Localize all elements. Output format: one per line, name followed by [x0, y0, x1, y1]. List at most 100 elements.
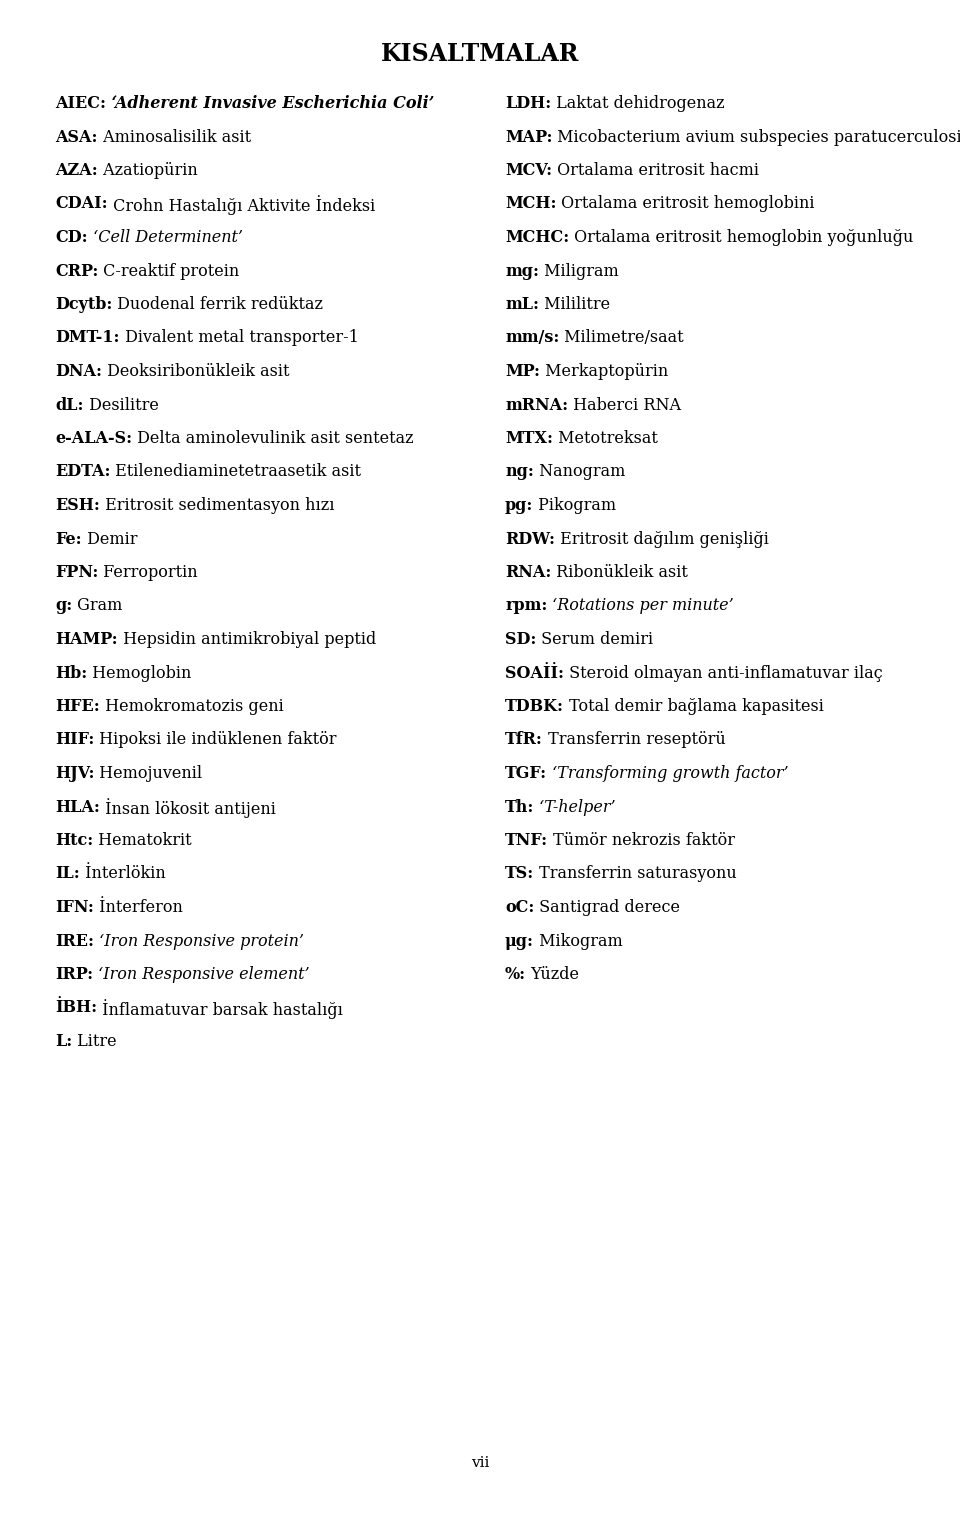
Text: KISALTMALAR: KISALTMALAR: [381, 43, 579, 65]
Text: Eritrosit sedimentasyon hızı: Eritrosit sedimentasyon hızı: [100, 496, 334, 515]
Text: Divalent metal transporter-1: Divalent metal transporter-1: [119, 329, 358, 346]
Text: MCHC:: MCHC:: [505, 229, 569, 246]
Text: Hematokrit: Hematokrit: [93, 832, 192, 849]
Text: MTX:: MTX:: [505, 430, 553, 446]
Text: Miligram: Miligram: [539, 263, 619, 279]
Text: MAP:: MAP:: [505, 129, 553, 146]
Text: DNA:: DNA:: [55, 363, 102, 380]
Text: Metotreksat: Metotreksat: [553, 430, 658, 446]
Text: Ortalama eritrosit hacmi: Ortalama eritrosit hacmi: [552, 162, 759, 179]
Text: Transferrin saturasyonu: Transferrin saturasyonu: [535, 865, 737, 882]
Text: rpm:: rpm:: [505, 598, 547, 615]
Text: İnterferon: İnterferon: [94, 899, 182, 915]
Text: ESH:: ESH:: [55, 496, 100, 515]
Text: ‘Iron Responsive protein’: ‘Iron Responsive protein’: [94, 932, 304, 949]
Text: Eritrosit dağılım genişliği: Eritrosit dağılım genişliği: [555, 530, 769, 548]
Text: μg:: μg:: [505, 932, 534, 949]
Text: DMT-1:: DMT-1:: [55, 329, 119, 346]
Text: RDW:: RDW:: [505, 530, 555, 548]
Text: C-reaktif protein: C-reaktif protein: [98, 263, 240, 279]
Text: Dcytb:: Dcytb:: [55, 296, 112, 313]
Text: TDBK:: TDBK:: [505, 698, 564, 715]
Text: mm/s:: mm/s:: [505, 329, 560, 346]
Text: TNF:: TNF:: [505, 832, 548, 849]
Text: RNA:: RNA:: [505, 565, 551, 581]
Text: %:: %:: [505, 965, 526, 984]
Text: Transferrin reseptörü: Transferrin reseptörü: [542, 732, 726, 748]
Text: e-ALA-S:: e-ALA-S:: [55, 430, 132, 446]
Text: SD:: SD:: [505, 631, 537, 648]
Text: CDAI:: CDAI:: [55, 196, 108, 213]
Text: IL:: IL:: [55, 865, 80, 882]
Text: ‘Iron Responsive element’: ‘Iron Responsive element’: [93, 965, 310, 984]
Text: ‘Cell Determinent’: ‘Cell Determinent’: [87, 229, 243, 246]
Text: mg:: mg:: [505, 263, 539, 279]
Text: HFE:: HFE:: [55, 698, 100, 715]
Text: Pikogram: Pikogram: [534, 496, 616, 515]
Text: İnsan lökosit antijeni: İnsan lökosit antijeni: [100, 798, 276, 818]
Text: Ortalama eritrosit hemoglobini: Ortalama eritrosit hemoglobini: [557, 196, 815, 213]
Text: g:: g:: [55, 598, 72, 615]
Text: Ribonükleik asit: Ribonükleik asit: [551, 565, 688, 581]
Text: CRP:: CRP:: [55, 263, 98, 279]
Text: Mililitre: Mililitre: [539, 296, 611, 313]
Text: Hemoglobin: Hemoglobin: [87, 665, 192, 682]
Text: LDH:: LDH:: [505, 96, 551, 112]
Text: AIEC:: AIEC:: [55, 96, 106, 112]
Text: Micobacterium avium subspecies paratucerculosis: Micobacterium avium subspecies paratucer…: [553, 129, 960, 146]
Text: Htc:: Htc:: [55, 832, 93, 849]
Text: Deoksiribonükleik asit: Deoksiribonükleik asit: [102, 363, 290, 380]
Text: Nanogram: Nanogram: [534, 463, 625, 481]
Text: ng:: ng:: [505, 463, 534, 481]
Text: Aminosalisilik asit: Aminosalisilik asit: [98, 129, 251, 146]
Text: IRE:: IRE:: [55, 932, 94, 949]
Text: IFN:: IFN:: [55, 899, 94, 915]
Text: mL:: mL:: [505, 296, 539, 313]
Text: Litre: Litre: [72, 1034, 117, 1050]
Text: Yüzde: Yüzde: [526, 965, 579, 984]
Text: mRNA:: mRNA:: [505, 396, 568, 413]
Text: SOAİİ:: SOAİİ:: [505, 665, 564, 682]
Text: Ferroportin: Ferroportin: [98, 565, 198, 581]
Text: Delta aminolevulinik asit sentetaz: Delta aminolevulinik asit sentetaz: [132, 430, 414, 446]
Text: Merkaptopürin: Merkaptopürin: [540, 363, 668, 380]
Text: Steroid olmayan anti-inflamatuvar ilaç: Steroid olmayan anti-inflamatuvar ilaç: [564, 665, 883, 682]
Text: IRP:: IRP:: [55, 965, 93, 984]
Text: ‘Rotations per minute’: ‘Rotations per minute’: [547, 598, 734, 615]
Text: Serum demiri: Serum demiri: [537, 631, 654, 648]
Text: İnterlökin: İnterlökin: [80, 865, 165, 882]
Text: Azatiopürin: Azatiopürin: [98, 162, 198, 179]
Text: Ortalama eritrosit hemoglobin yoğunluğu: Ortalama eritrosit hemoglobin yoğunluğu: [569, 229, 914, 246]
Text: HAMP:: HAMP:: [55, 631, 118, 648]
Text: Desilitre: Desilitre: [84, 396, 158, 413]
Text: Etilenediaminetetraasetik asit: Etilenediaminetetraasetik asit: [110, 463, 362, 481]
Text: Tümör nekrozis faktör: Tümör nekrozis faktör: [548, 832, 735, 849]
Text: HJV:: HJV:: [55, 765, 94, 782]
Text: EDTA:: EDTA:: [55, 463, 110, 481]
Text: TfR:: TfR:: [505, 732, 542, 748]
Text: İBH:: İBH:: [55, 999, 97, 1017]
Text: HIF:: HIF:: [55, 732, 94, 748]
Text: Hemojuvenil: Hemojuvenil: [94, 765, 203, 782]
Text: dL:: dL:: [55, 396, 84, 413]
Text: MCH:: MCH:: [505, 196, 557, 213]
Text: Santigrad derece: Santigrad derece: [535, 899, 681, 915]
Text: oC:: oC:: [505, 899, 535, 915]
Text: vii: vii: [470, 1456, 490, 1469]
Text: Hipoksi ile indüklenen faktör: Hipoksi ile indüklenen faktör: [94, 732, 337, 748]
Text: HLA:: HLA:: [55, 798, 100, 815]
Text: Milimetre/saat: Milimetre/saat: [560, 329, 684, 346]
Text: Fe:: Fe:: [55, 530, 82, 548]
Text: Total demir bağlama kapasitesi: Total demir bağlama kapasitesi: [564, 698, 824, 715]
Text: AZA:: AZA:: [55, 162, 98, 179]
Text: L:: L:: [55, 1034, 72, 1050]
Text: MCV:: MCV:: [505, 162, 552, 179]
Text: TGF:: TGF:: [505, 765, 547, 782]
Text: İnflamatuvar barsak hastalığı: İnflamatuvar barsak hastalığı: [97, 999, 343, 1020]
Text: Haberci RNA: Haberci RNA: [568, 396, 682, 413]
Text: TS:: TS:: [505, 865, 535, 882]
Text: Laktat dehidrogenaz: Laktat dehidrogenaz: [551, 96, 725, 112]
Text: Hb:: Hb:: [55, 665, 87, 682]
Text: Demir: Demir: [82, 530, 137, 548]
Text: Crohn Hastalığı Aktivite İndeksi: Crohn Hastalığı Aktivite İndeksi: [108, 196, 374, 216]
